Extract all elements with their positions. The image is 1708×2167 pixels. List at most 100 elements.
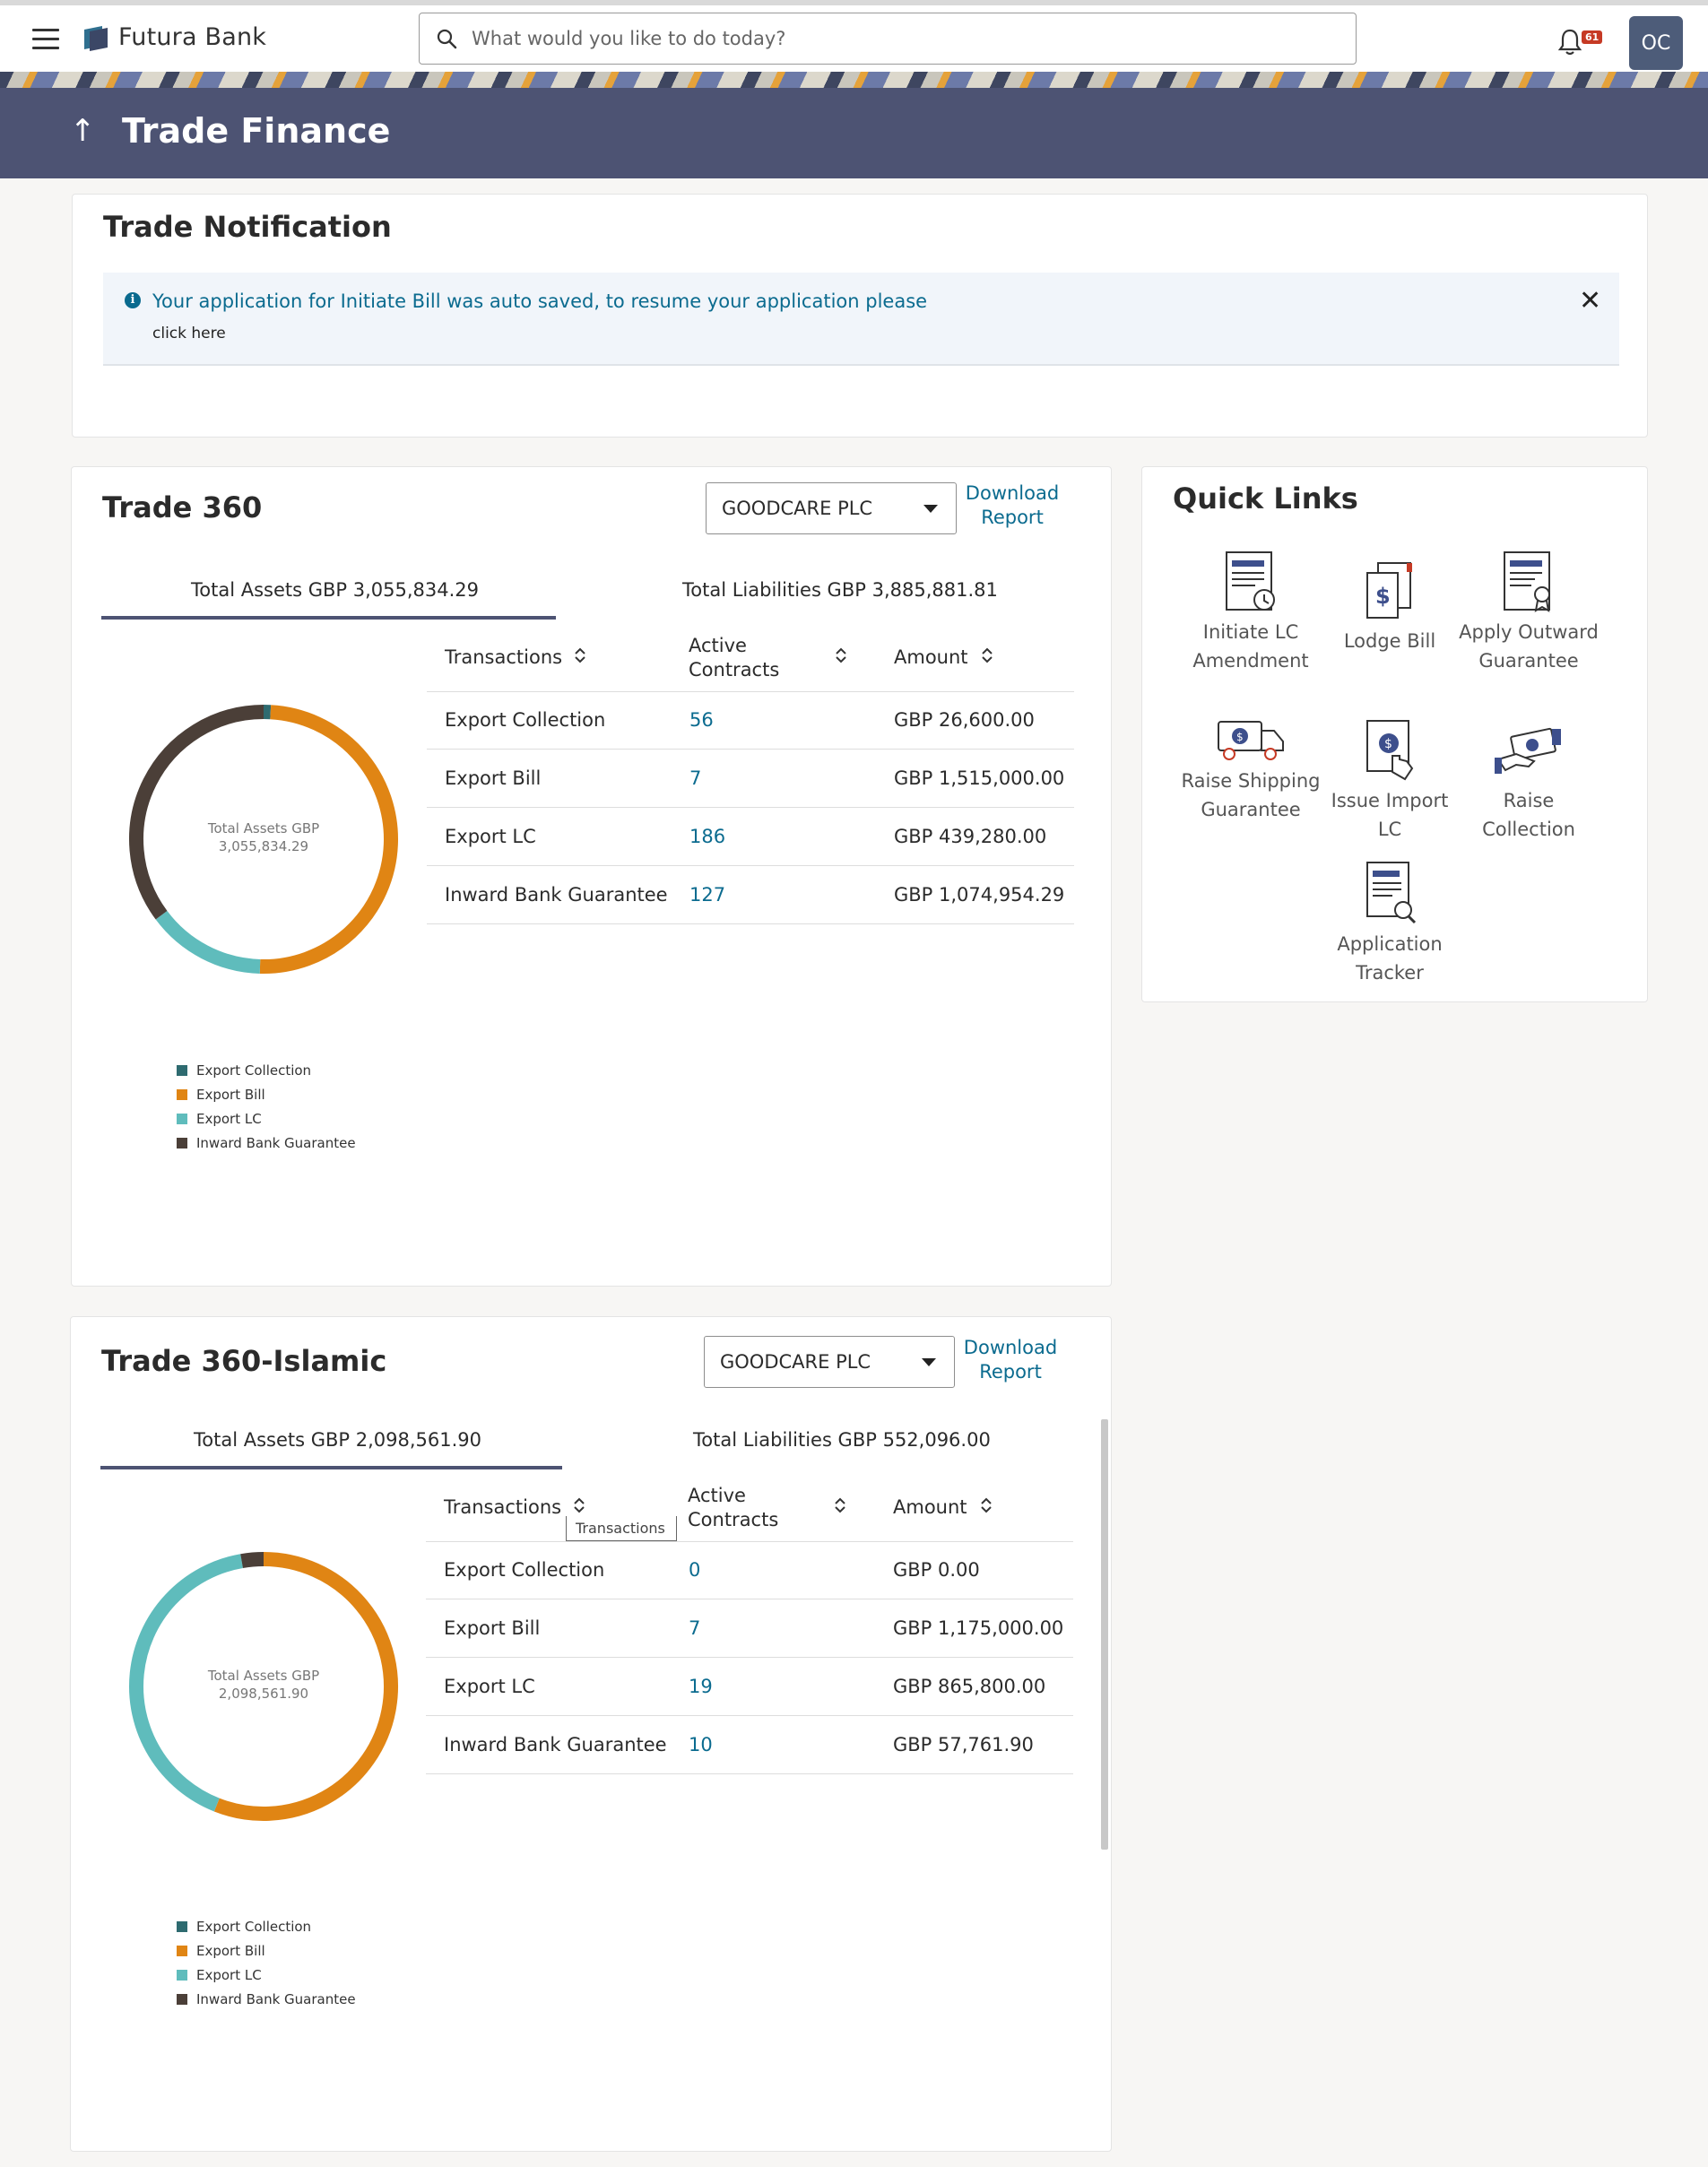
- legend-label: Export Bill: [196, 1087, 265, 1103]
- brand-logo[interactable]: Futura Bank: [82, 23, 266, 51]
- notification-message-box: i Your application for Initiate Bill was…: [103, 273, 1619, 366]
- column-header-active-line1: Active: [689, 635, 747, 656]
- quick-link-lodge-bill[interactable]: $ Lodge Bill: [1318, 560, 1461, 655]
- tab-total-liabilities[interactable]: Total Liabilities GBP 3,885,881.81: [682, 579, 998, 601]
- quick-link-label: Application Tracker: [1318, 930, 1461, 987]
- sort-icon[interactable]: [982, 646, 993, 664]
- table-row-count[interactable]: 186: [689, 826, 726, 847]
- quick-link-application-tracker[interactable]: Application Tracker: [1318, 860, 1461, 987]
- table-row-count[interactable]: 7: [689, 767, 702, 789]
- column-header-active-contracts[interactable]: Active Contracts: [688, 1484, 778, 1532]
- raise-shipping-guarantee-icon: $: [1218, 721, 1284, 760]
- quick-link-issue-import-lc[interactable]: $ Issue Import LC: [1318, 718, 1461, 844]
- legend-swatch: [177, 1138, 187, 1149]
- donut-center-line2: 2,098,561.90: [218, 1686, 309, 1702]
- column-header-amount[interactable]: Amount: [893, 1496, 967, 1518]
- sort-icon[interactable]: [574, 1496, 585, 1514]
- sort-icon[interactable]: [575, 646, 585, 664]
- party-dropdown[interactable]: GOODCARE PLC: [706, 482, 957, 534]
- column-header-active-contracts[interactable]: Active Contracts: [689, 634, 779, 682]
- resume-application-link[interactable]: click here: [152, 325, 226, 342]
- bank-logo-icon: [84, 25, 108, 51]
- legend-item: Export LC: [177, 1111, 262, 1127]
- legend-item: Inward Bank Guarantee: [177, 1991, 356, 2007]
- quick-links-title: Quick Links: [1173, 481, 1358, 516]
- sort-icon[interactable]: [835, 1496, 845, 1514]
- legend-swatch: [177, 1970, 187, 1981]
- download-report-link[interactable]: Download Report: [961, 1336, 1060, 1384]
- donut-slice-export-bill[interactable]: [213, 1552, 398, 1821]
- table-row-count[interactable]: 56: [689, 709, 714, 731]
- quick-link-label: Initiate LC Amendment: [1179, 618, 1322, 675]
- donut-slice-inward-bank-guarantee[interactable]: [129, 705, 264, 920]
- table-row-count[interactable]: 0: [689, 1559, 701, 1581]
- donut-slice-inward-bank-guarantee[interactable]: [240, 1552, 264, 1569]
- column-header-active-line2: Contracts: [688, 1509, 779, 1530]
- table-divider: [426, 1541, 1073, 1542]
- search-input[interactable]: [470, 27, 1280, 50]
- quick-link-label-line1: Initiate LC: [1202, 621, 1299, 643]
- donut-slice-export-bill[interactable]: [259, 705, 399, 974]
- table-row-count[interactable]: 19: [689, 1676, 713, 1697]
- legend-item: Export Bill: [177, 1943, 265, 1959]
- tab-total-assets[interactable]: Total Assets GBP 2,098,561.90: [194, 1429, 482, 1451]
- column-header-amount[interactable]: Amount: [894, 646, 968, 668]
- table-divider: [426, 1657, 1073, 1658]
- table-divider: [427, 923, 1074, 924]
- table-row-name: Export Collection: [444, 1559, 605, 1581]
- table-row-count[interactable]: 7: [689, 1617, 701, 1639]
- trade-notification-title: Trade Notification: [103, 210, 392, 244]
- search-bar[interactable]: [419, 13, 1357, 65]
- quick-link-label-line2: Guarantee: [1201, 799, 1301, 820]
- legend-swatch: [177, 1994, 187, 2005]
- table-row-name: Inward Bank Guarantee: [445, 884, 668, 906]
- party-dropdown[interactable]: GOODCARE PLC: [704, 1336, 955, 1388]
- donut-slice-export-lc[interactable]: [129, 1554, 243, 1812]
- tab-total-liabilities[interactable]: Total Liabilities GBP 552,096.00: [693, 1429, 991, 1451]
- apply-outward-guarantee-icon: [1504, 551, 1550, 612]
- column-header-transactions[interactable]: Transactions: [444, 1496, 562, 1518]
- page-header: ↑ Trade Finance: [0, 88, 1708, 178]
- donut-chart: [129, 705, 399, 974]
- issue-import-lc-icon: $: [1366, 720, 1414, 781]
- close-icon[interactable]: ✕: [1579, 285, 1602, 316]
- legend-swatch: [177, 1114, 187, 1124]
- quick-link-label-line1: Issue Import LC: [1331, 790, 1449, 840]
- svg-text:$: $: [1375, 584, 1391, 609]
- table-row-amount: GBP 26,600.00: [894, 709, 1035, 731]
- table-row-name: Export LC: [444, 1676, 535, 1697]
- download-report-link[interactable]: Download Report: [963, 481, 1062, 530]
- table-row-amount: GBP 439,280.00: [894, 826, 1047, 847]
- table-divider: [427, 865, 1074, 866]
- download-report-line2: Report: [981, 507, 1044, 528]
- user-avatar[interactable]: OC: [1629, 16, 1683, 70]
- back-arrow-icon[interactable]: ↑: [70, 113, 96, 149]
- sort-tooltip: Transactions: [566, 1516, 677, 1541]
- quick-link-raise-collection[interactable]: Raise Collection: [1457, 727, 1600, 844]
- table-row-count[interactable]: 127: [689, 884, 726, 906]
- table-divider: [427, 691, 1074, 692]
- quick-link-label: Lodge Bill: [1318, 627, 1461, 655]
- svg-text:$: $: [1384, 737, 1392, 751]
- table-row-count[interactable]: 10: [689, 1734, 713, 1755]
- quick-link-initiate-lc-amendment[interactable]: Initiate LC Amendment: [1179, 550, 1322, 675]
- tab-total-assets[interactable]: Total Assets GBP 3,055,834.29: [191, 579, 480, 601]
- legend-label: Export Collection: [196, 1919, 312, 1935]
- sort-icon[interactable]: [836, 646, 846, 664]
- column-header-transactions[interactable]: Transactions: [445, 646, 563, 668]
- vertical-scrollbar[interactable]: [1101, 1419, 1108, 1850]
- quick-link-label: Raise Shipping Guarantee: [1179, 767, 1322, 824]
- donut-slice-export-lc[interactable]: [155, 910, 261, 974]
- donut-center-line1: Total Assets GBP: [207, 1668, 320, 1684]
- menu-icon[interactable]: [32, 29, 59, 50]
- quick-link-apply-outward-guarantee[interactable]: Apply Outward Guarantee: [1457, 550, 1600, 675]
- legend-swatch: [177, 1089, 187, 1100]
- initiate-lc-amendment-icon: [1226, 551, 1275, 611]
- sort-icon[interactable]: [981, 1496, 992, 1514]
- quick-link-label-line1: Lodge Bill: [1343, 630, 1436, 652]
- active-tab-underline: [100, 1466, 562, 1469]
- donut-center-line2: 3,055,834.29: [218, 838, 309, 854]
- table-row-name: Inward Bank Guarantee: [444, 1734, 667, 1755]
- quick-link-raise-shipping-guarantee[interactable]: $ Raise Shipping Guarantee: [1179, 716, 1322, 824]
- notification-bell-icon[interactable]: [1556, 27, 1583, 57]
